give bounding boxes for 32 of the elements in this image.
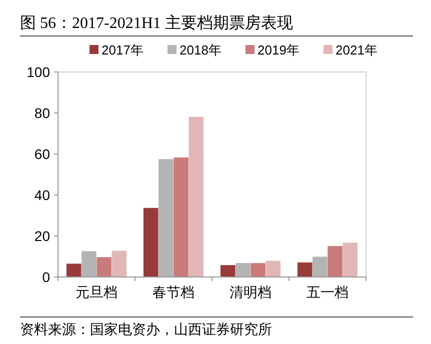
legend-label: 2017年	[102, 42, 144, 58]
x-tick-label: 五一档	[306, 284, 348, 300]
y-tick-label: 80	[34, 104, 50, 121]
bar	[297, 262, 312, 277]
bar	[188, 116, 204, 277]
bar	[250, 263, 266, 277]
bar	[312, 256, 328, 277]
x-tick-label: 元旦档	[76, 284, 118, 300]
bar	[342, 242, 358, 277]
bar	[158, 159, 174, 277]
text: 资料来源：国家电资办，山西证券研究所	[20, 321, 272, 337]
bar	[328, 246, 342, 277]
x-tick-label: 清明档	[230, 284, 272, 300]
chart-title: 图 56：2017-2021H1 主要档期票房表现	[20, 14, 293, 32]
bar	[112, 250, 127, 277]
legend-label: 2018年	[180, 42, 222, 58]
bar	[220, 265, 236, 277]
y-tick-label: 40	[34, 186, 50, 203]
bar	[174, 157, 188, 277]
legend-label: 2021年	[336, 42, 378, 58]
y-tick-label: 60	[34, 146, 50, 162]
y-tick-label: 20	[34, 228, 50, 244]
y-tick-label: 0	[42, 268, 50, 285]
bar	[266, 260, 281, 277]
x-tick-label: 春节档	[152, 284, 194, 300]
bar	[66, 264, 82, 277]
bar	[96, 257, 112, 277]
y-tick-label: 100	[26, 64, 50, 80]
bar	[82, 251, 96, 277]
bar	[236, 263, 250, 277]
bar	[143, 208, 158, 277]
legend-label: 2019年	[258, 42, 300, 58]
